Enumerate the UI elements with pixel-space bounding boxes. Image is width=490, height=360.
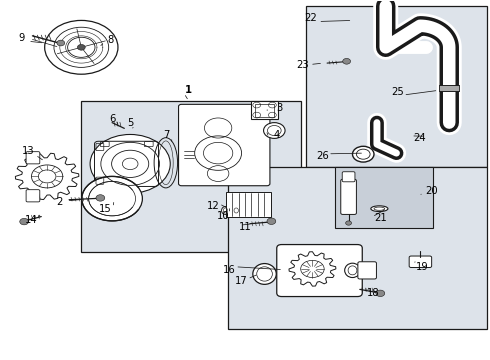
Ellipse shape <box>221 207 229 215</box>
Text: 16: 16 <box>223 265 236 275</box>
FancyBboxPatch shape <box>26 190 40 202</box>
Text: 17: 17 <box>235 276 248 286</box>
Circle shape <box>31 165 63 188</box>
Text: 12: 12 <box>207 201 220 211</box>
Text: 11: 11 <box>239 222 251 232</box>
FancyBboxPatch shape <box>409 256 432 267</box>
Ellipse shape <box>344 263 360 278</box>
Circle shape <box>352 146 374 162</box>
FancyBboxPatch shape <box>335 167 433 228</box>
Circle shape <box>264 123 285 138</box>
Text: 19: 19 <box>416 262 428 272</box>
Ellipse shape <box>371 206 388 212</box>
Text: 14: 14 <box>24 215 37 225</box>
Text: 18: 18 <box>367 288 379 298</box>
FancyBboxPatch shape <box>358 262 376 279</box>
FancyBboxPatch shape <box>228 167 487 329</box>
FancyBboxPatch shape <box>277 244 362 297</box>
Text: 15: 15 <box>99 204 112 215</box>
FancyBboxPatch shape <box>178 104 270 186</box>
Circle shape <box>90 134 170 193</box>
Text: 24: 24 <box>414 133 426 143</box>
Text: 9: 9 <box>18 33 24 43</box>
Circle shape <box>376 290 385 297</box>
Bar <box>226 192 271 217</box>
Ellipse shape <box>253 264 276 284</box>
Ellipse shape <box>232 207 240 215</box>
Circle shape <box>343 58 350 64</box>
FancyBboxPatch shape <box>26 152 40 164</box>
Text: 25: 25 <box>391 87 404 97</box>
Text: 22: 22 <box>305 13 318 23</box>
Circle shape <box>45 21 118 74</box>
FancyBboxPatch shape <box>81 101 301 252</box>
Text: 2: 2 <box>56 197 63 207</box>
Text: 21: 21 <box>374 213 387 222</box>
Text: 3: 3 <box>276 103 282 113</box>
Circle shape <box>345 221 351 225</box>
Text: 20: 20 <box>425 186 438 197</box>
Text: 1: 1 <box>185 85 193 95</box>
FancyBboxPatch shape <box>342 172 355 182</box>
FancyBboxPatch shape <box>306 6 487 167</box>
Circle shape <box>267 218 276 225</box>
Bar <box>255 104 274 117</box>
Text: 7: 7 <box>164 130 170 140</box>
Circle shape <box>77 44 85 50</box>
Text: 10: 10 <box>217 211 229 221</box>
Text: 13: 13 <box>22 145 34 156</box>
Polygon shape <box>15 153 79 199</box>
Circle shape <box>20 219 28 225</box>
Text: 8: 8 <box>107 35 114 45</box>
Circle shape <box>82 176 143 221</box>
Polygon shape <box>289 252 336 286</box>
Bar <box>440 85 459 91</box>
Text: 23: 23 <box>296 59 309 69</box>
Circle shape <box>96 195 105 201</box>
Bar <box>251 101 278 120</box>
Text: 4: 4 <box>273 130 280 140</box>
Text: 6: 6 <box>109 114 115 124</box>
FancyBboxPatch shape <box>341 179 356 215</box>
Circle shape <box>57 40 65 46</box>
Text: 26: 26 <box>316 150 329 161</box>
Text: 5: 5 <box>127 118 133 128</box>
